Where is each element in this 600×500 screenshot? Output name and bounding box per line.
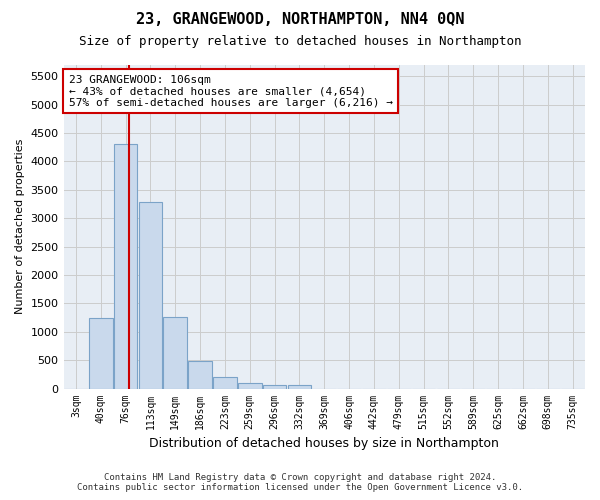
Bar [287,385,311,388]
Bar [188,362,212,388]
Bar [114,144,137,388]
Bar [89,318,113,388]
Bar [139,202,162,388]
Bar [263,385,286,388]
Bar [213,377,237,388]
Bar [238,383,262,388]
Text: 23, GRANGEWOOD, NORTHAMPTON, NN4 0QN: 23, GRANGEWOOD, NORTHAMPTON, NN4 0QN [136,12,464,28]
X-axis label: Distribution of detached houses by size in Northampton: Distribution of detached houses by size … [149,437,499,450]
Bar [163,317,187,388]
Text: Contains HM Land Registry data © Crown copyright and database right 2024.
Contai: Contains HM Land Registry data © Crown c… [77,473,523,492]
Y-axis label: Number of detached properties: Number of detached properties [15,139,25,314]
Text: 23 GRANGEWOOD: 106sqm
← 43% of detached houses are smaller (4,654)
57% of semi-d: 23 GRANGEWOOD: 106sqm ← 43% of detached … [69,74,393,108]
Text: Size of property relative to detached houses in Northampton: Size of property relative to detached ho… [79,35,521,48]
